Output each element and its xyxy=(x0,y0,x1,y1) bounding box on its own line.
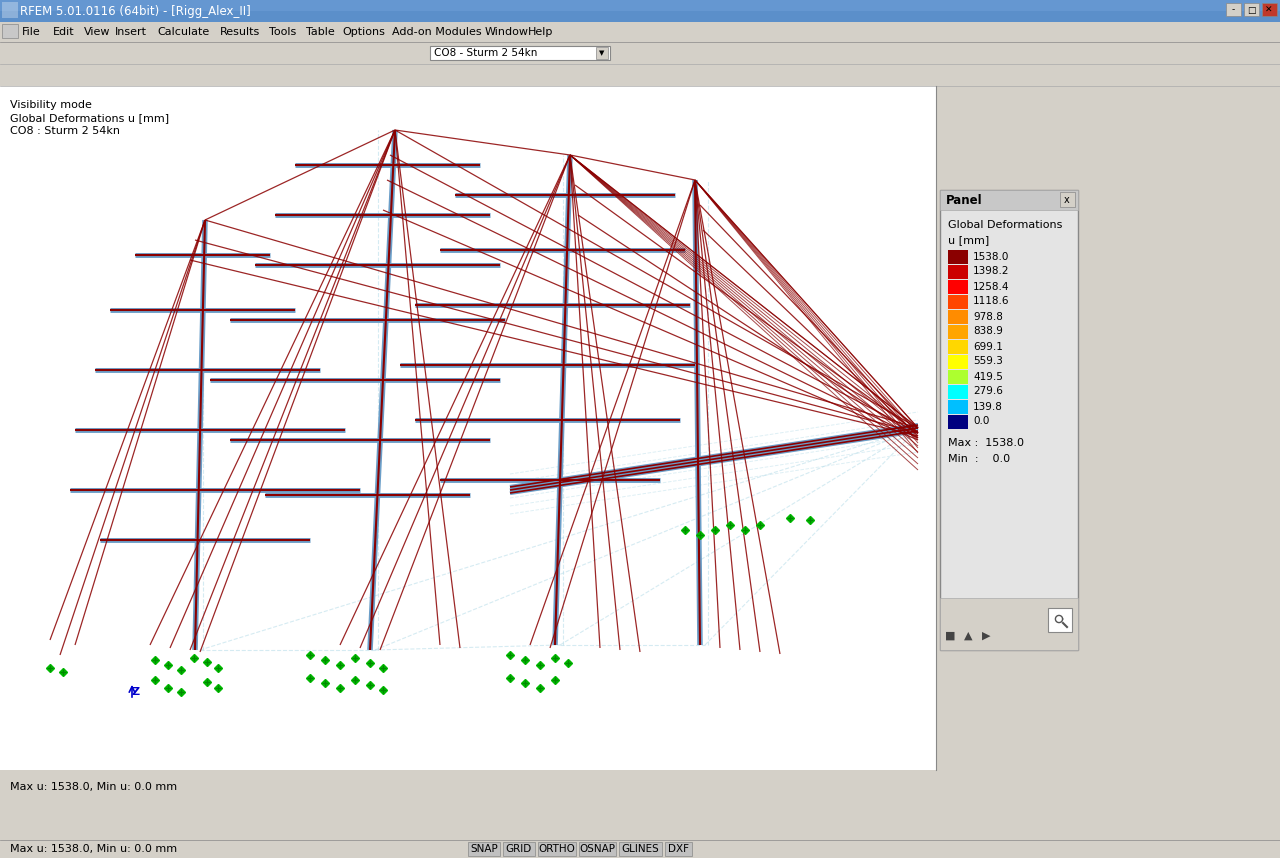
Bar xyxy=(1244,3,1260,16)
Text: GRID: GRID xyxy=(506,844,532,854)
Text: 1258.4: 1258.4 xyxy=(973,281,1010,292)
Bar xyxy=(948,310,968,324)
Bar xyxy=(0,86,936,770)
Bar xyxy=(0,840,1280,858)
Text: View: View xyxy=(83,27,110,37)
Bar xyxy=(0,0,1280,11)
Bar xyxy=(948,370,968,384)
Text: Panel: Panel xyxy=(946,194,983,207)
Bar xyxy=(3,2,18,18)
Text: Results: Results xyxy=(219,27,260,37)
Bar xyxy=(620,842,662,856)
Bar xyxy=(1262,3,1277,16)
Text: u [mm]: u [mm] xyxy=(948,235,989,245)
Bar xyxy=(940,190,1078,210)
Text: Min  :    0.0: Min : 0.0 xyxy=(948,454,1010,464)
Bar xyxy=(948,265,968,279)
Text: Tools: Tools xyxy=(269,27,296,37)
Text: Calculate: Calculate xyxy=(157,27,210,37)
Bar xyxy=(940,190,1078,650)
Text: Global Deformations u [mm]: Global Deformations u [mm] xyxy=(10,113,169,123)
Bar xyxy=(538,842,576,856)
Text: 419.5: 419.5 xyxy=(973,372,1002,382)
Text: 1538.0: 1538.0 xyxy=(973,251,1010,262)
Text: File: File xyxy=(22,27,41,37)
Text: 1118.6: 1118.6 xyxy=(973,297,1010,306)
Bar xyxy=(948,415,968,429)
Bar xyxy=(948,280,968,294)
Text: DXF: DXF xyxy=(668,844,689,854)
Text: Add-on Modules: Add-on Modules xyxy=(392,27,481,37)
Bar xyxy=(430,46,611,60)
Bar xyxy=(940,598,1078,650)
Bar xyxy=(1048,608,1073,632)
Text: -: - xyxy=(1231,5,1235,15)
Text: Max :  1538.0: Max : 1538.0 xyxy=(948,438,1024,448)
Text: Table: Table xyxy=(306,27,334,37)
Text: ▶: ▶ xyxy=(982,631,991,641)
Text: ■: ■ xyxy=(945,631,955,641)
Text: ▼: ▼ xyxy=(599,50,604,56)
Bar xyxy=(0,42,1280,64)
Text: Insert: Insert xyxy=(114,27,146,37)
Text: ✕: ✕ xyxy=(1265,5,1272,15)
Bar xyxy=(579,842,616,856)
Bar xyxy=(948,385,968,399)
Bar xyxy=(0,64,1280,86)
Bar xyxy=(948,295,968,309)
Bar xyxy=(0,22,1280,42)
Text: OSNAP: OSNAP xyxy=(580,844,616,854)
Bar xyxy=(596,47,608,59)
Text: Max u: 1538.0, Min u: 0.0 mm: Max u: 1538.0, Min u: 0.0 mm xyxy=(10,782,177,792)
Bar xyxy=(666,842,691,856)
Text: Z: Z xyxy=(132,687,140,697)
Text: Visibility mode: Visibility mode xyxy=(10,100,92,110)
Text: GLINES: GLINES xyxy=(622,844,659,854)
Bar xyxy=(468,842,500,856)
Text: Options: Options xyxy=(343,27,385,37)
Bar xyxy=(0,0,1280,22)
Text: Max u: 1538.0, Min u: 0.0 mm: Max u: 1538.0, Min u: 0.0 mm xyxy=(10,844,177,854)
Text: ▲: ▲ xyxy=(964,631,973,641)
Bar xyxy=(948,340,968,354)
Text: x: x xyxy=(1064,195,1070,205)
Text: 279.6: 279.6 xyxy=(973,386,1002,396)
Text: Global Deformations: Global Deformations xyxy=(948,220,1062,230)
Text: SNAP: SNAP xyxy=(470,844,498,854)
Text: ORTHO: ORTHO xyxy=(539,844,575,854)
Text: Window: Window xyxy=(485,27,529,37)
Bar xyxy=(948,355,968,369)
Text: 978.8: 978.8 xyxy=(973,311,1002,322)
Bar xyxy=(948,250,968,264)
Bar xyxy=(948,325,968,339)
Text: 559.3: 559.3 xyxy=(973,357,1002,366)
Text: 0.0: 0.0 xyxy=(973,416,989,426)
Bar xyxy=(3,24,18,38)
Text: Help: Help xyxy=(529,27,553,37)
Text: 838.9: 838.9 xyxy=(973,327,1002,336)
Text: CO8 - Sturm 2 54kn: CO8 - Sturm 2 54kn xyxy=(434,48,538,58)
Bar xyxy=(503,842,535,856)
Text: CO8 : Sturm 2 54kn: CO8 : Sturm 2 54kn xyxy=(10,126,120,136)
Text: □: □ xyxy=(1247,5,1256,15)
Text: 1398.2: 1398.2 xyxy=(973,267,1010,276)
Bar xyxy=(948,400,968,414)
Text: 699.1: 699.1 xyxy=(973,341,1002,352)
Bar xyxy=(1226,3,1242,16)
Text: Edit: Edit xyxy=(52,27,74,37)
Bar xyxy=(1060,192,1075,207)
Text: 139.8: 139.8 xyxy=(973,402,1002,412)
Text: RFEM 5.01.0116 (64bit) - [Rigg_Alex_II]: RFEM 5.01.0116 (64bit) - [Rigg_Alex_II] xyxy=(20,4,251,17)
